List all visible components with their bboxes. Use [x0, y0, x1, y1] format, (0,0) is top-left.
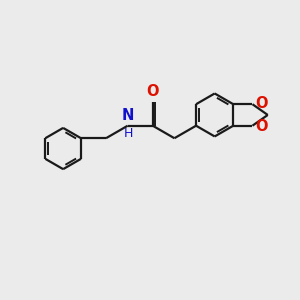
Text: N: N [122, 108, 134, 123]
Text: O: O [146, 84, 159, 99]
Text: H: H [124, 128, 133, 140]
Text: O: O [256, 95, 268, 110]
Text: O: O [256, 119, 268, 134]
